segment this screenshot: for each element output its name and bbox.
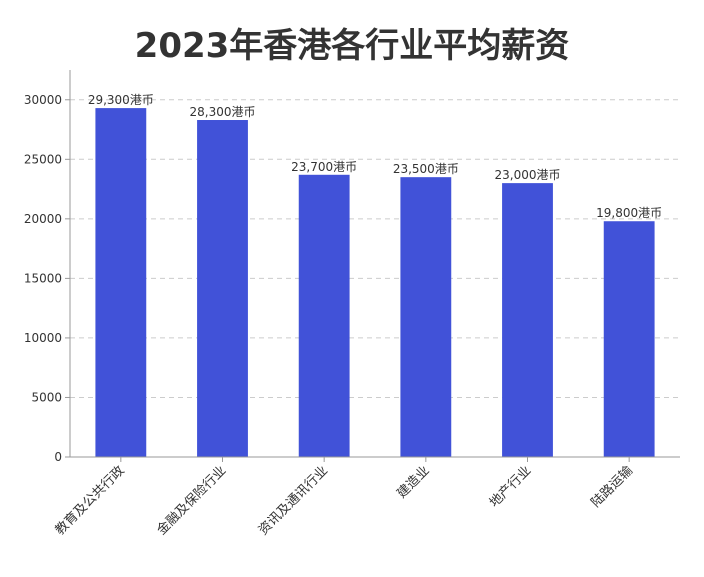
y-tick-label: 15000: [24, 271, 62, 285]
data-labels: 29,300港币 28,300港币 23,700港币 23,500港币 23,000港币…: [88, 93, 662, 220]
x-tick-label: 金融及保险行业: [154, 463, 230, 539]
bar: [603, 221, 655, 457]
bar: [298, 174, 350, 457]
y-tick-label: 30000: [24, 93, 62, 107]
y-tick-label: 10000: [24, 331, 62, 345]
bar-value-label: 23,700港币: [291, 160, 357, 174]
y-tick-label: 20000: [24, 212, 62, 226]
bar: [400, 177, 452, 457]
x-tick-label: 地产行业: [487, 463, 534, 510]
x-tick-label: 资讯及通讯行业: [256, 463, 331, 538]
bar-value-label: 23,000港币: [495, 168, 561, 182]
x-tick-label: 教育及公共行政: [52, 463, 128, 539]
x-tick-label: 建造业: [394, 463, 432, 501]
bar: [502, 183, 553, 457]
bar-value-label: 28,300港币: [190, 105, 256, 119]
bar: [95, 108, 147, 457]
bar-value-label: 29,300港币: [88, 93, 154, 107]
chart-title: 2023年香港各行业平均薪资: [134, 26, 570, 66]
bar: [197, 120, 248, 458]
y-tick-label: 0: [54, 450, 62, 464]
y-tick-label: 5000: [31, 390, 62, 404]
x-tick-label: 陆路运输: [588, 463, 636, 511]
bar-value-label: 23,500港币: [393, 162, 459, 176]
y-tick-label: 25000: [24, 152, 62, 166]
bars: [95, 108, 655, 458]
grid-lines: [70, 99, 680, 398]
bar-value-label: 19,800港币: [596, 206, 662, 220]
